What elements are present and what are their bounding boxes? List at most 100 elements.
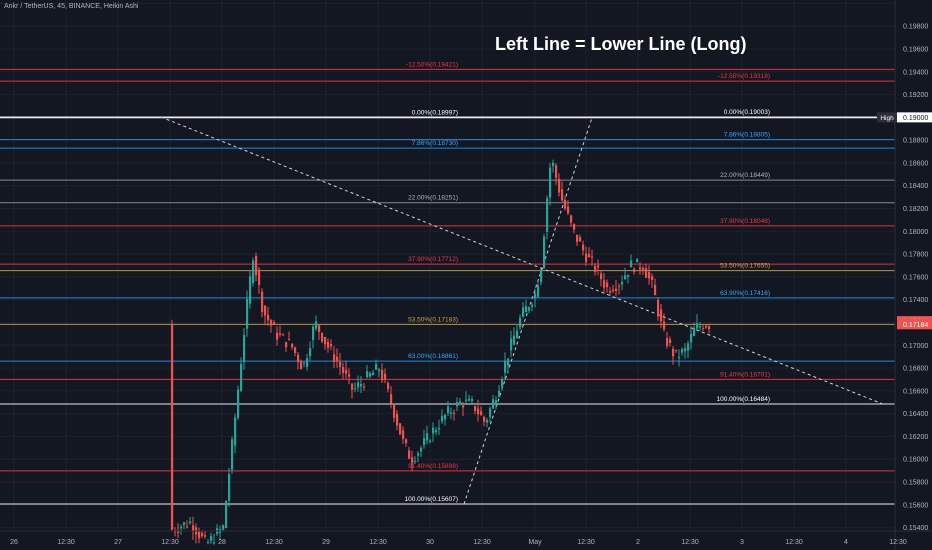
fib-left-level-label: 22.00%(0.18251) (408, 195, 458, 202)
candle-body (273, 322, 276, 325)
fib-right-level-label: 0.00%(0.19003) (724, 109, 770, 116)
fib-left-level-label: 7.86%(0.18730) (412, 140, 458, 147)
candle-body (624, 275, 627, 280)
fib-left-level-label: 53.50%(0.17183) (408, 316, 458, 323)
candle-body (642, 268, 645, 271)
candle-body (402, 430, 405, 439)
candle-body (618, 285, 621, 287)
time-axis: 26 12:30 27 12:30 28 12:30 29 12:30 30 12:30 May 12… (0, 530, 932, 546)
candle-body (171, 324, 174, 530)
candle-body (333, 354, 336, 362)
candle-body (255, 256, 258, 276)
time-tick-label: 4 (844, 539, 848, 546)
candle-body (177, 531, 180, 533)
candle-body (459, 401, 462, 405)
candle-body (342, 367, 345, 374)
candle-body (411, 457, 414, 464)
time-tick-label: 12:30 (889, 539, 907, 546)
candle-body (264, 305, 267, 316)
price-tick-label: 0.19200 (903, 92, 928, 99)
candle-body (579, 237, 582, 242)
candle-body (438, 428, 441, 430)
candle-body (417, 453, 420, 456)
candle-body (276, 332, 279, 340)
candle-body (300, 361, 303, 370)
candle-body (306, 358, 309, 367)
candle-body (648, 271, 651, 279)
candle-body (672, 348, 675, 357)
candle-body (678, 356, 681, 358)
time-tick-label: 12:30 (785, 539, 803, 546)
price-tick-label: 0.16600 (903, 388, 928, 395)
fib-left-level-label: -12.50%(0.19421) (406, 61, 458, 68)
candle-body (246, 298, 249, 329)
candle-body (546, 198, 549, 232)
candle-body (540, 270, 543, 283)
price-tick-label: 0.17400 (903, 297, 928, 304)
candle-body (408, 450, 411, 459)
candle-body (285, 342, 288, 348)
candle-body (363, 386, 366, 388)
candle-body (234, 417, 237, 446)
candle-body (495, 400, 498, 405)
last-price-tag (897, 319, 932, 330)
candle-body (312, 326, 315, 340)
candle-body (501, 379, 504, 387)
price-tick-label: 0.18800 (903, 138, 928, 145)
high-price-label: 0.19000 (903, 115, 928, 122)
candle-body (240, 364, 243, 391)
candle-body (594, 265, 597, 273)
candle-body (513, 335, 516, 345)
candle-body (426, 433, 429, 441)
candle-body (606, 282, 609, 288)
candle-body (645, 268, 648, 278)
fib-right-level-label: 91.40%(0.16701) (720, 371, 770, 378)
candle-body (696, 323, 699, 329)
time-tick-label: 2 (636, 539, 640, 546)
candle-body (378, 369, 381, 372)
fib-left-level-label: 63.00%(0.16861) (408, 353, 458, 360)
fib-left-level-label: 100.00%(0.15607) (405, 496, 459, 503)
candle-body (552, 162, 555, 167)
fib-left-level-label: 37.90%(0.17712) (408, 256, 458, 263)
candle-body (354, 388, 357, 390)
candle-body (243, 335, 246, 363)
candle-body (531, 304, 534, 307)
candle-body (627, 274, 630, 277)
candle-body (309, 348, 312, 357)
candle-body (609, 291, 612, 293)
price-tick-label: 0.18600 (903, 160, 928, 167)
candle-body (708, 326, 711, 329)
price-tick-label: 0.18000 (903, 229, 928, 236)
candle-body (315, 321, 318, 329)
candle-body (318, 325, 321, 332)
candle-body (654, 284, 657, 296)
candle-body (600, 273, 603, 280)
candle-body (405, 439, 408, 444)
candle-body (324, 337, 327, 345)
candle-body (261, 291, 264, 313)
candle-body (516, 330, 519, 339)
candle-body (174, 531, 177, 533)
candle-body (528, 307, 531, 311)
candle-body (456, 402, 459, 407)
candle-body (564, 200, 567, 209)
candle-body (507, 358, 510, 366)
candle-body (390, 394, 393, 404)
candle-body (549, 167, 552, 198)
candle-body (471, 399, 474, 402)
candle-body (249, 276, 252, 304)
time-tick-label: 27 (114, 539, 122, 546)
candle-body (630, 260, 633, 268)
time-tick-label: 30 (426, 539, 434, 546)
candle-body (555, 165, 558, 178)
time-tick-label: 12:30 (577, 539, 595, 546)
candle-body (327, 341, 330, 348)
candle-body (477, 408, 480, 415)
candle-body (702, 328, 705, 330)
candle-body (639, 267, 642, 270)
candle-body (462, 405, 465, 408)
candle-body (192, 525, 195, 532)
price-tick-label: 0.17000 (903, 343, 928, 350)
